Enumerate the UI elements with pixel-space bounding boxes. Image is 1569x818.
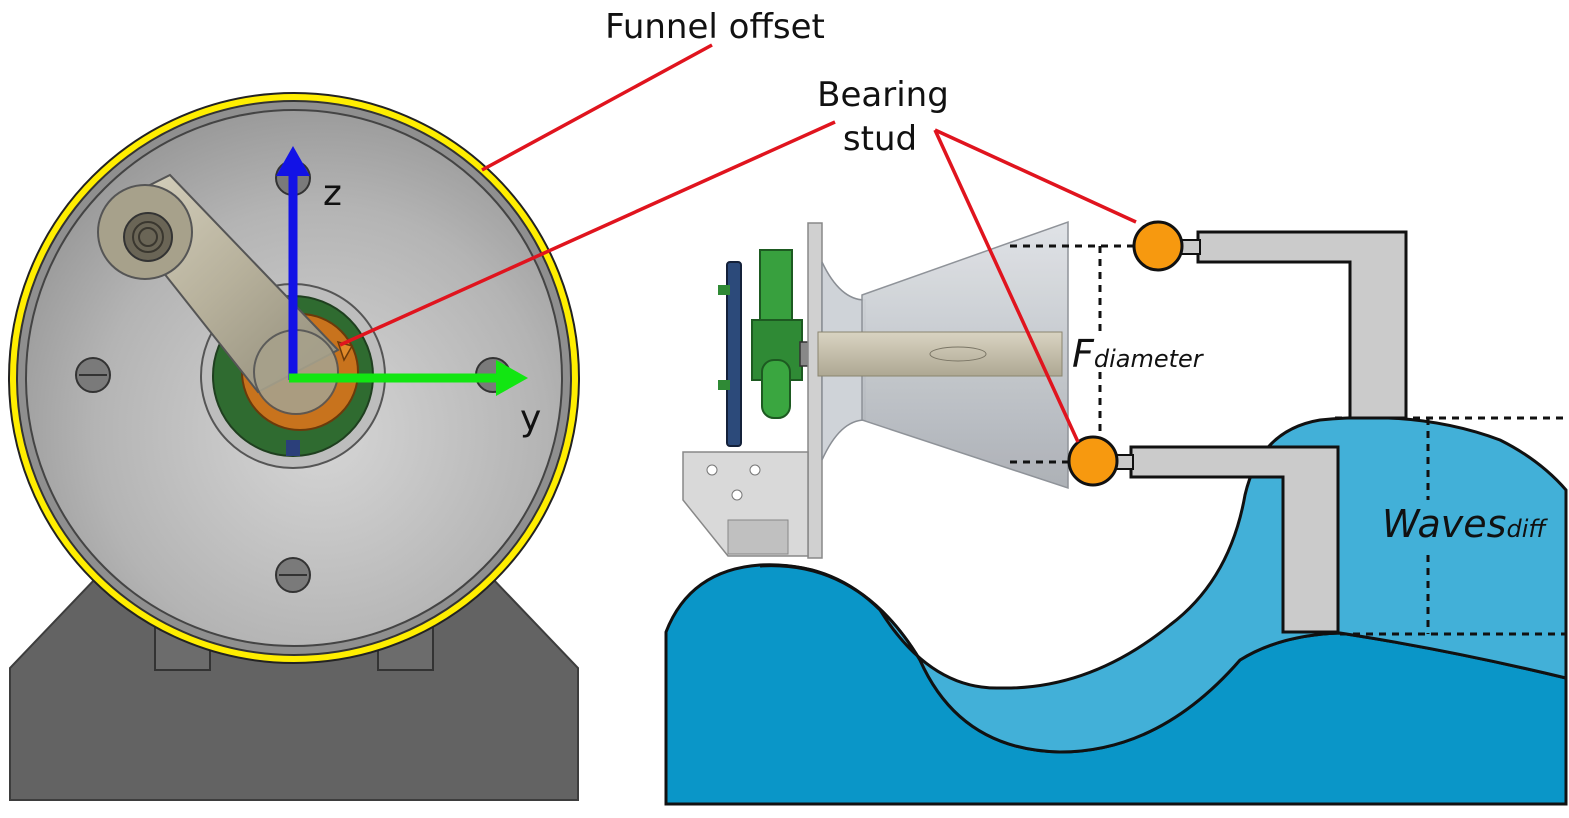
bearing-stud-upper: [1132, 220, 1408, 420]
bearing-stud-label-line2: stud: [843, 119, 917, 159]
upper-stud-arm: [1196, 230, 1408, 420]
lower-bearing-ball: [1067, 435, 1119, 487]
fdiameter-sub: diameter: [1094, 345, 1205, 373]
axis-y: [289, 360, 528, 396]
leader-bearing-lower: [933, 129, 1080, 443]
bearing-stud-lower: [1067, 435, 1340, 634]
front-view: z y: [8, 92, 580, 801]
vertical-plate: [807, 222, 823, 559]
fdiameter-label: Fdiameter: [1072, 332, 1205, 376]
shaft-mark: [929, 346, 987, 362]
axis-y-label: y: [520, 398, 541, 439]
green-knob: [761, 359, 791, 419]
funnel-cone: [817, 220, 1069, 490]
axis-z: [276, 146, 310, 380]
rod-threaded-hole: [123, 212, 173, 262]
upper-bearing-ball: [1132, 220, 1184, 272]
leader-bearing-upper: [934, 128, 1137, 224]
waves-diff-label: Wavesdiff: [1382, 502, 1548, 546]
side-view: [664, 220, 1568, 806]
wave-light: [759, 416, 1568, 754]
lower-thread: [727, 519, 789, 555]
leader-lines: [339, 43, 1137, 443]
lower-stud-arm: [1129, 445, 1340, 634]
waves-sub: diff: [1506, 515, 1548, 543]
funnel-shaft: [817, 331, 1063, 377]
axis-z-label: z: [323, 173, 342, 214]
hub-bottom-tab: [286, 440, 300, 456]
waves-main: Waves: [1382, 502, 1506, 546]
fdiameter-main: F: [1072, 332, 1095, 376]
bearing-stud-label-line1: Bearing: [817, 75, 949, 115]
leader-funnel-offset: [481, 43, 713, 172]
motor-assembly: [682, 222, 823, 559]
blue-plate: [726, 261, 742, 447]
leader-bearing-front: [339, 120, 836, 347]
funnel-offset-label: Funnel offset: [605, 7, 825, 47]
